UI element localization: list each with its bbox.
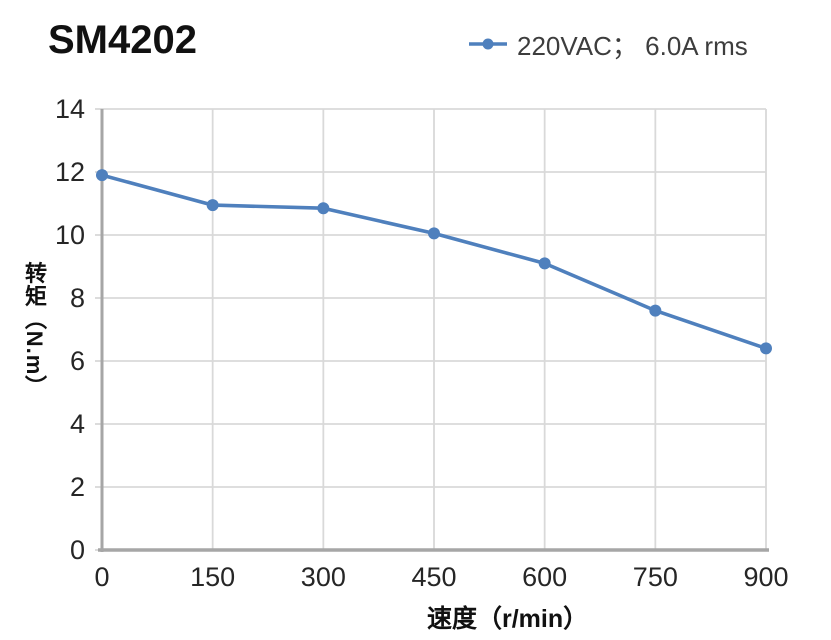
data-point-marker [317,202,330,215]
data-point-marker [760,342,772,355]
data-point-marker [206,199,219,212]
x-axis-title: 速度（r/min） [427,605,589,633]
legend-dot-icon [482,38,494,50]
x-tick-label: 0 [94,562,109,592]
data-point-marker [96,169,108,182]
data-point-marker [649,304,662,317]
y-tick-label: 8 [70,283,85,313]
data-point-marker [538,257,551,270]
data-point-marker [428,227,440,240]
y-axis-title: 转矩（N.m） [22,261,47,399]
legend-line-marker-icon [469,38,507,50]
x-tick-label: 900 [743,562,788,592]
y-tick-label: 2 [70,472,85,502]
y-tick-label: 4 [70,409,85,439]
y-tick-label: 6 [70,346,85,376]
y-tick-label: 10 [55,220,85,250]
y-tick-label: 14 [55,94,85,124]
x-tick-label: 300 [301,562,346,592]
legend: 220VAC； 6.0A rms [468,30,748,61]
chart-title: SM4202 [48,18,197,62]
x-tick-label: 600 [522,562,567,592]
x-tick-label: 150 [190,562,235,592]
legend-label: 220VAC； 6.0A rms [517,30,748,61]
x-tick-label: 750 [633,562,678,592]
y-tick-label: 0 [70,535,85,565]
x-tick-label: 450 [411,562,456,592]
y-tick-label: 12 [55,157,85,187]
